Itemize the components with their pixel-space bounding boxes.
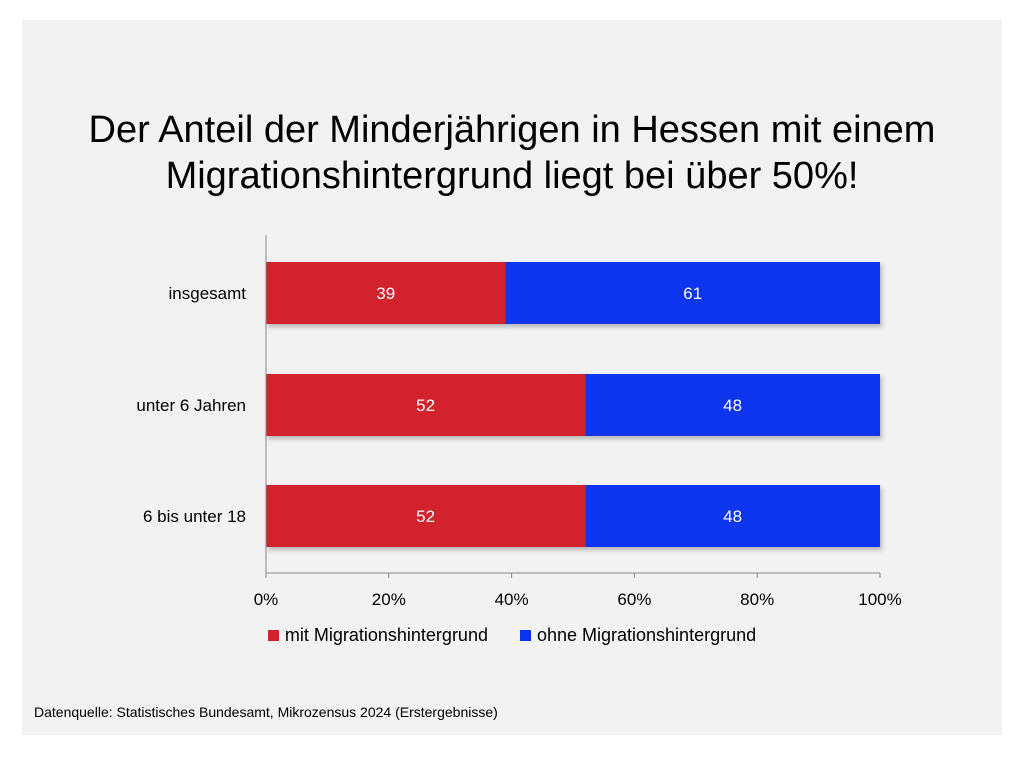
chart-title: Der Anteil der Minderjährigen in Hessen …	[22, 107, 1002, 199]
x-tick-label-1: 20%	[372, 590, 406, 609]
x-tick-label-4: 80%	[740, 590, 774, 609]
legend-swatch-mit	[267, 630, 279, 641]
category-label-2: 6 bis unter 18	[143, 507, 246, 526]
x-tick-label-2: 40%	[495, 590, 529, 609]
data-source-note: Datenquelle: Statistisches Bundesamt, Mi…	[34, 704, 498, 720]
bar-segment-ohne-1	[585, 374, 880, 436]
legend: mit Migrationshintergrund ohne Migration…	[22, 625, 1002, 646]
legend-label-ohne: ohne Migrationshintergrund	[536, 625, 757, 645]
slide-background: Der Anteil der Minderjährigen in Hessen …	[22, 20, 1002, 735]
bar-segment-ohne-0	[505, 262, 880, 324]
chart-title-line-2: Migrationshintergrund liegt bei über 50%…	[165, 155, 859, 197]
chart-title-line-1: Der Anteil der Minderjährigen in Hessen …	[88, 109, 936, 151]
data-label-ohne-2: 48	[723, 507, 742, 526]
bars-group: 39 61 52 48 52 48	[266, 262, 880, 547]
data-label-ohne-0: 61	[683, 284, 702, 303]
data-label-ohne-1: 48	[723, 396, 742, 415]
data-label-mit-0: 39	[376, 284, 395, 303]
category-label-0: insgesamt	[169, 284, 247, 303]
x-tick-label-0: 0%	[254, 590, 279, 609]
bar-segment-ohne-2	[585, 485, 880, 547]
bar-segment-mit-0	[266, 262, 506, 324]
data-label-mit-2: 52	[416, 507, 435, 526]
axes-group: insgesamt unter 6 Jahren 6 bis unter 18 0% 2…	[136, 235, 902, 609]
legend-item-mit: mit Migrationshintergrund	[267, 625, 488, 646]
x-tick-label-5: 100%	[858, 590, 901, 609]
data-label-mit-1: 52	[416, 396, 435, 415]
legend-item-ohne: ohne Migrationshintergrund	[519, 625, 757, 646]
legend-label-mit: mit Migrationshintergrund	[284, 625, 488, 645]
x-tick-label-3: 60%	[617, 590, 651, 609]
category-label-1: unter 6 Jahren	[136, 396, 246, 415]
stacked-bar-chart: 39 61 52 48 52 48 insgesamt unter 6 Jahren 6 bi…	[136, 235, 902, 609]
bar-segment-mit-1	[266, 374, 586, 436]
legend-swatch-ohne	[519, 630, 531, 641]
bar-segment-mit-2	[266, 485, 586, 547]
